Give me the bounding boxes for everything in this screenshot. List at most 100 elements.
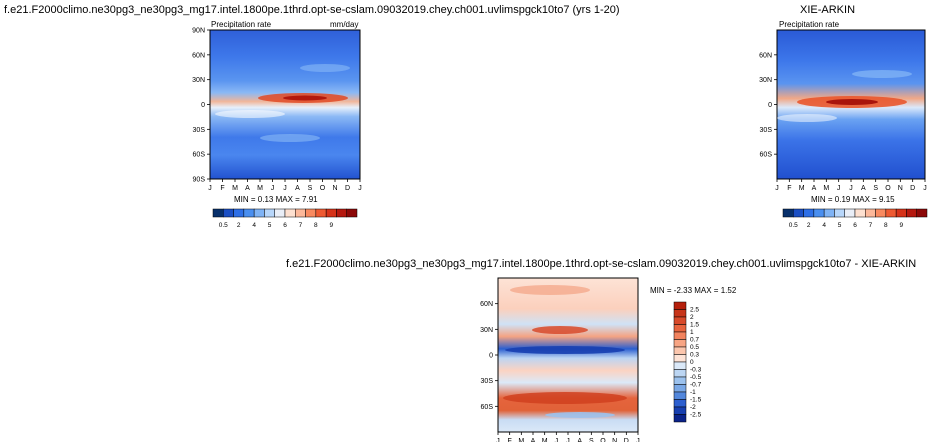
- colorbar-swatch: [823, 208, 835, 218]
- y-tick-label: 60N: [192, 52, 205, 59]
- colorbar-swatch: [673, 316, 687, 325]
- colorbar-swatch: [673, 406, 687, 415]
- colorbar-swatch: [916, 208, 928, 218]
- model-min-max: MIN = 0.13 MAX = 7.91: [234, 195, 318, 204]
- model-itcz-core: [283, 95, 327, 101]
- y-tick-label: 60S: [481, 404, 494, 411]
- colorbar-swatch: [673, 324, 687, 333]
- x-tick-label: M: [799, 185, 805, 192]
- x-tick-label: M: [257, 185, 263, 192]
- x-tick-label: J: [636, 438, 640, 442]
- colorbar-swatch: [865, 208, 876, 218]
- colorbar-swatch: [243, 208, 255, 218]
- colorbar-level-label: -0.7: [690, 382, 702, 389]
- y-tick-label: 30S: [193, 127, 206, 134]
- colorbar-swatch: [673, 414, 687, 423]
- colorbar-level-label: -1: [690, 389, 696, 396]
- x-tick-label: M: [542, 438, 548, 442]
- obs-colorbar: 0.5 2 4 5 6 7 8 9: [782, 208, 928, 229]
- x-tick-label: D: [910, 185, 915, 192]
- x-tick-label: J: [358, 185, 362, 192]
- diff-nh-surplus: [532, 326, 588, 334]
- colorbar-swatch: [803, 208, 815, 218]
- colorbar-swatch: [315, 208, 327, 218]
- x-tick-label: J: [566, 438, 570, 442]
- colorbar-swatch: [673, 399, 687, 408]
- colorbar-level-label: 9: [899, 222, 903, 229]
- colorbar-level-label: 1.5: [690, 322, 699, 329]
- colorbar-swatch: [885, 208, 897, 218]
- diff-heatmap-chart: 60N 30N 0 30S 60S J F M A M J J A S O N D J: [480, 277, 640, 442]
- x-tick-label: J: [208, 185, 212, 192]
- colorbar-swatch: [906, 208, 917, 218]
- x-tick-label: O: [885, 185, 891, 192]
- colorbar-level-label: 1: [690, 329, 694, 336]
- colorbar-level-label: -2.5: [690, 412, 702, 419]
- colorbar-level-label: 7: [299, 222, 303, 229]
- colorbar-swatch: [813, 208, 825, 218]
- colorbar-level-label: 8: [884, 222, 888, 229]
- y-tick-label: 0: [489, 353, 493, 360]
- model-variable-label: Precipitation rate: [211, 20, 272, 29]
- colorbar-level-label: 0.5: [690, 344, 699, 351]
- x-tick-label: J: [283, 185, 287, 192]
- y-tick-label: 30S: [481, 378, 494, 385]
- model-colorbar: 0.5 2 4 5 6 7 8 9: [212, 208, 358, 229]
- colorbar-swatch: [793, 208, 804, 218]
- colorbar-level-label: 0.7: [690, 337, 699, 344]
- x-tick-label: A: [245, 185, 250, 192]
- colorbar-swatch: [253, 208, 265, 218]
- y-tick-label: 60N: [480, 301, 493, 308]
- colorbar-swatch: [844, 208, 856, 218]
- x-tick-label: A: [861, 185, 866, 192]
- y-tick-label: 30S: [760, 127, 773, 134]
- y-tick-label: 60N: [759, 52, 772, 59]
- x-tick-label: N: [332, 185, 337, 192]
- colorbar-swatch: [223, 208, 234, 218]
- colorbar-swatch: [295, 208, 306, 218]
- y-tick-label: 30N: [192, 77, 205, 84]
- obs-min-max: MIN = 0.19 MAX = 9.15: [811, 195, 895, 204]
- colorbar-swatch: [305, 208, 317, 218]
- colorbar-swatch: [673, 331, 687, 340]
- colorbar-swatch: [336, 208, 347, 218]
- y-tick-label: 0: [201, 102, 205, 109]
- x-tick-label: M: [518, 438, 524, 442]
- x-tick-label: J: [496, 438, 500, 442]
- x-tick-label: J: [837, 185, 841, 192]
- diff-panel-title: f.e21.F2000climo.ne30pg3_ne30pg3_mg17.in…: [286, 258, 917, 270]
- x-tick-label: S: [873, 185, 878, 192]
- y-tick-label: 30N: [759, 77, 772, 84]
- colorbar-swatch: [264, 208, 275, 218]
- colorbar-swatch: [895, 208, 907, 218]
- colorbar-level-label: 0: [690, 359, 694, 366]
- x-tick-label: J: [555, 438, 559, 442]
- diff-heatmap-field: [497, 277, 639, 433]
- colorbar-level-label: 6: [283, 222, 287, 229]
- x-tick-label: S: [589, 438, 594, 442]
- colorbar-swatch: [346, 208, 358, 218]
- colorbar-swatch: [673, 361, 687, 370]
- colorbar-level-label: -0.5: [690, 374, 702, 381]
- x-tick-label: D: [624, 438, 629, 442]
- colorbar-level-label: 0.5: [789, 222, 798, 229]
- colorbar-swatch: [673, 391, 687, 400]
- x-tick-label: J: [775, 185, 779, 192]
- colorbar-swatch: [782, 208, 794, 218]
- colorbar-swatch: [673, 346, 687, 355]
- x-tick-label: O: [600, 438, 606, 442]
- obs-variable-label: Precipitation rate: [779, 20, 840, 29]
- x-tick-label: J: [849, 185, 853, 192]
- colorbar-level-label: 0.5: [219, 222, 228, 229]
- x-tick-label: J: [923, 185, 927, 192]
- colorbar-swatch: [834, 208, 845, 218]
- colorbar-swatch: [284, 208, 296, 218]
- colorbar-level-label: 5: [838, 222, 842, 229]
- x-tick-label: J: [271, 185, 275, 192]
- x-tick-label: A: [812, 185, 817, 192]
- colorbar-swatch: [673, 369, 687, 378]
- y-tick-label: 60S: [760, 152, 773, 159]
- x-tick-label: M: [232, 185, 238, 192]
